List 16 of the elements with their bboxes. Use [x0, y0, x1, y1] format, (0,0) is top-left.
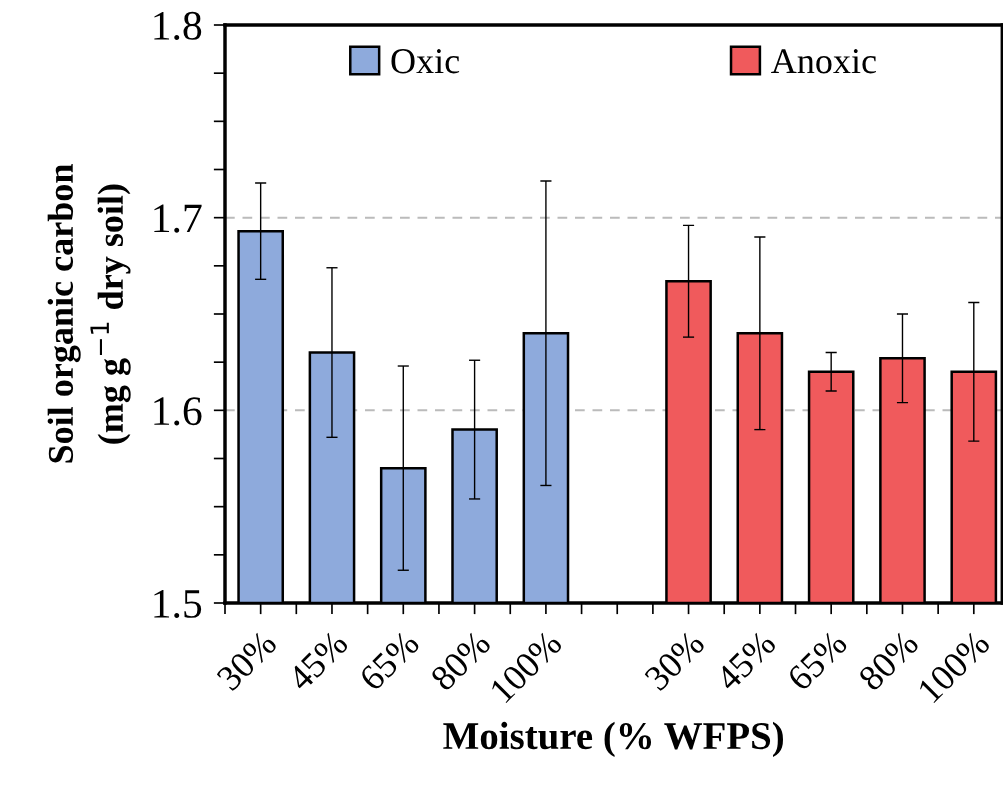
legend-label: Oxic: [391, 49, 460, 74]
y-axis-title: Soil organic carbon (mg g$^{−1}$ dry soil): [47, 164, 131, 463]
y-tick-label: 1.6: [154, 397, 202, 426]
x-tick-label: 80%: [429, 629, 492, 692]
x-tick-label: 65%: [358, 629, 421, 692]
x-tick-label: 45%: [286, 629, 350, 693]
legend-label: Anoxic: [771, 49, 876, 74]
x-tick-label: 65%: [786, 629, 849, 692]
x-tick-label: 80%: [857, 629, 920, 692]
x-tick-label: 45%: [714, 629, 778, 693]
y-tick-label: 1.7: [154, 204, 202, 233]
x-tick-label: 30%: [215, 629, 278, 692]
x-axis-title: Moisture (% WFPS): [443, 721, 783, 758]
y-tick-label: 1.5: [154, 589, 202, 619]
y-tick-label: 1.8: [154, 11, 202, 41]
x-tick-label: 30%: [643, 629, 706, 692]
